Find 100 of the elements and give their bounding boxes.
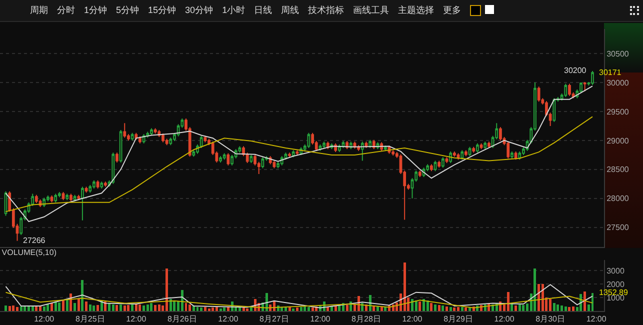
y-tick-label: 28000 bbox=[606, 194, 630, 204]
candlestick bbox=[518, 150, 522, 160]
bar bbox=[12, 305, 15, 311]
x-tick-label: 12:00 bbox=[494, 314, 515, 324]
text: 分时 bbox=[57, 4, 75, 17]
bar bbox=[296, 308, 298, 311]
candlestick bbox=[292, 150, 295, 158]
candlestick bbox=[296, 150, 299, 156]
y-tick-label: 29500 bbox=[606, 107, 630, 116]
candlestick bbox=[100, 181, 104, 190]
y-tick-label: 28500 bbox=[606, 165, 630, 174]
y-tick-label: 29000 bbox=[606, 136, 630, 146]
candlestick bbox=[104, 181, 107, 188]
bar bbox=[453, 308, 456, 311]
candlestick bbox=[222, 152, 226, 160]
bar bbox=[74, 302, 76, 311]
bar bbox=[380, 306, 383, 311]
candlestick bbox=[468, 146, 472, 157]
bar bbox=[457, 306, 460, 311]
bar bbox=[522, 304, 525, 311]
candlestick bbox=[250, 154, 253, 164]
candlestick bbox=[430, 164, 433, 172]
text: 15分钟 bbox=[148, 4, 176, 17]
bar bbox=[219, 308, 222, 311]
bar bbox=[120, 304, 122, 311]
candlestick bbox=[288, 152, 291, 158]
candlestick bbox=[226, 152, 230, 166]
y-tick-label: 30500 bbox=[606, 49, 630, 58]
x-tick-label: 12:00 bbox=[586, 314, 607, 324]
candlestick bbox=[472, 146, 476, 154]
bar bbox=[326, 306, 330, 311]
bar bbox=[418, 302, 422, 311]
candlestick bbox=[154, 128, 157, 134]
candlestick bbox=[112, 152, 115, 184]
bar bbox=[92, 306, 96, 311]
candlestick bbox=[418, 170, 422, 178]
bar bbox=[556, 304, 560, 311]
bar bbox=[552, 302, 556, 311]
candlestick bbox=[322, 141, 326, 148]
bar bbox=[446, 306, 448, 311]
candlestick bbox=[138, 136, 142, 144]
bar bbox=[166, 268, 168, 311]
candlestick bbox=[552, 98, 556, 122]
bar bbox=[564, 306, 567, 311]
candlestick bbox=[445, 156, 448, 164]
annotation: 30200 bbox=[564, 66, 587, 75]
candlestick bbox=[77, 194, 80, 201]
annotation: 1352.89 bbox=[599, 288, 628, 297]
candlestick bbox=[70, 193, 72, 202]
bar bbox=[58, 302, 61, 311]
x-tick-label: 8月26日 bbox=[167, 314, 197, 324]
candlestick bbox=[204, 135, 207, 143]
bar bbox=[442, 306, 444, 311]
bar bbox=[112, 304, 114, 311]
bar bbox=[438, 304, 440, 311]
bar bbox=[538, 284, 540, 311]
candlestick bbox=[441, 156, 444, 168]
candlestick bbox=[499, 126, 502, 141]
bar bbox=[568, 306, 571, 311]
bar bbox=[131, 304, 134, 311]
x-tick-label: 12:00 bbox=[402, 314, 423, 324]
bar bbox=[123, 306, 126, 311]
candlestick bbox=[434, 160, 437, 172]
bar bbox=[514, 306, 518, 311]
candlestick bbox=[476, 142, 479, 154]
candlestick bbox=[460, 150, 464, 160]
candlestick bbox=[92, 180, 96, 190]
bar bbox=[42, 306, 46, 311]
bar bbox=[169, 298, 172, 311]
y-tick-label: 3000 bbox=[606, 266, 625, 276]
bar bbox=[16, 306, 18, 311]
candlestick bbox=[208, 138, 210, 146]
bar bbox=[549, 298, 552, 311]
bar bbox=[204, 306, 206, 311]
bar bbox=[449, 306, 452, 311]
bar bbox=[150, 302, 153, 311]
bar bbox=[422, 298, 426, 311]
text: 更多 bbox=[443, 4, 462, 17]
x-tick-label: 8月28日 bbox=[352, 314, 381, 324]
candlestick bbox=[54, 193, 58, 203]
candlestick bbox=[130, 132, 134, 141]
bar bbox=[304, 306, 306, 311]
bar bbox=[200, 308, 203, 311]
candlestick bbox=[449, 150, 452, 164]
y-tick-label: 27500 bbox=[606, 223, 630, 232]
candlestick bbox=[123, 122, 126, 138]
candlestick bbox=[62, 191, 65, 201]
bar bbox=[88, 304, 92, 311]
bar bbox=[208, 308, 210, 311]
bar bbox=[96, 304, 100, 311]
bar bbox=[584, 292, 586, 311]
candlestick bbox=[484, 141, 487, 150]
candlestick bbox=[510, 150, 514, 159]
bar bbox=[81, 280, 84, 311]
text: 30分钟 bbox=[185, 4, 214, 17]
bar bbox=[138, 304, 142, 311]
candlestick bbox=[537, 86, 540, 102]
bar bbox=[154, 304, 157, 311]
x-tick-label: 8月29日 bbox=[444, 314, 473, 324]
candlestick bbox=[392, 150, 395, 156]
